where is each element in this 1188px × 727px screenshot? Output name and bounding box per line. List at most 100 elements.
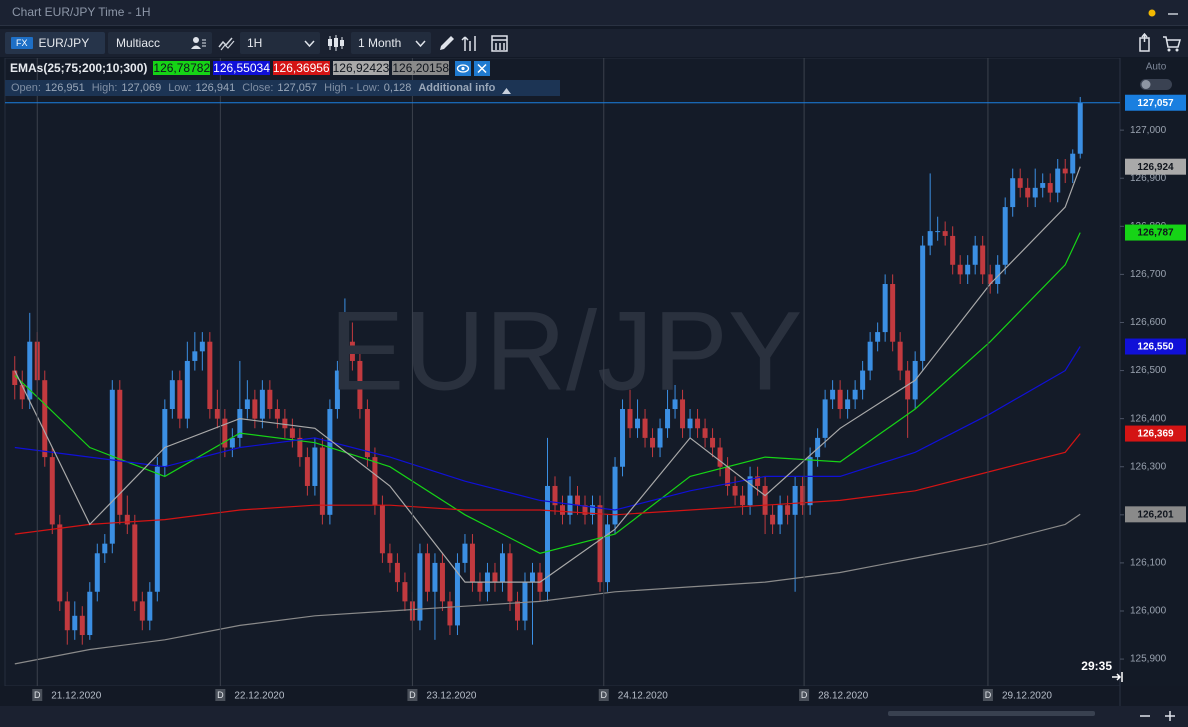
candle-body <box>154 466 160 592</box>
candle-body <box>319 447 325 515</box>
candle-body <box>792 485 798 515</box>
candle-body <box>680 399 686 429</box>
account-selector[interactable]: Multiacc <box>108 32 212 54</box>
candle-body <box>147 591 153 621</box>
candle-body <box>454 562 460 626</box>
candle-body <box>845 399 851 410</box>
info-item: Close: 127,057 <box>242 82 317 94</box>
y-tick-label: 126,600 <box>1130 317 1167 328</box>
candle-body <box>807 457 813 506</box>
additional-info[interactable]: Additional info <box>418 82 496 94</box>
info-item: High: 127,069 <box>92 82 161 94</box>
ema-price-tag: 126,924 <box>1137 162 1174 173</box>
candle-body <box>890 284 896 342</box>
candle-body <box>169 380 175 410</box>
candle-body <box>12 370 18 385</box>
candle-body <box>830 389 836 400</box>
auto-label: Auto <box>1146 62 1167 73</box>
candle-body <box>1002 207 1008 265</box>
candle-body <box>19 384 25 400</box>
ema-line <box>14 433 1081 535</box>
ema-line <box>14 232 1081 554</box>
interval-dropdown[interactable]: 1H <box>240 32 320 54</box>
day-marker-box <box>799 689 810 701</box>
candle-body <box>717 447 723 467</box>
scrollbar-thumb[interactable] <box>888 711 1095 716</box>
y-tick-label: 126,000 <box>1130 606 1167 617</box>
day-marker-box <box>982 689 993 701</box>
candle-body <box>710 437 716 448</box>
candle-body <box>815 437 821 458</box>
candle-body <box>1017 178 1023 188</box>
export-icons[interactable] <box>1136 33 1182 53</box>
day-marker: D <box>409 690 416 700</box>
ema-price-tag: 126,369 <box>1137 429 1174 440</box>
candle-body <box>72 615 78 631</box>
info-value: 126,941 <box>195 82 236 94</box>
candle-body <box>957 264 963 275</box>
scroll-end-icon[interactable] <box>1112 672 1123 682</box>
candle-body <box>965 264 971 275</box>
day-marker-box <box>215 689 226 701</box>
ema-price-tag-box <box>1125 425 1186 442</box>
candle-body <box>162 409 168 467</box>
candle-body <box>64 601 70 631</box>
candle-body <box>327 409 333 515</box>
ema-line <box>14 513 1081 665</box>
window-title: Chart EUR/JPY Time - 1H <box>12 5 151 19</box>
ema-value-badge: 126,78782 <box>153 61 211 75</box>
last-price-tag-box <box>1125 94 1186 111</box>
x-tick-label: 21.12.2020 <box>51 691 101 702</box>
day-marker: D <box>801 690 808 700</box>
candle-body <box>49 457 55 525</box>
candle-body <box>297 437 303 458</box>
candle-body <box>439 562 445 602</box>
day-marker: D <box>985 690 992 700</box>
candle-body <box>432 562 438 592</box>
y-tick-label: 126,900 <box>1130 173 1167 184</box>
drawing-tools[interactable] <box>437 33 511 53</box>
candle-body <box>27 341 33 400</box>
candle-body <box>650 437 656 448</box>
y-tick-label: 125,900 <box>1130 654 1167 665</box>
candle-body <box>657 428 663 448</box>
info-value: 127,069 <box>121 82 162 94</box>
candle-body <box>612 466 618 525</box>
ema-value-badge: 126,36956 <box>272 61 330 75</box>
candle-body <box>342 341 348 371</box>
range-dropdown[interactable]: 1 Month <box>351 32 431 54</box>
candle-body <box>695 418 701 429</box>
candle-body <box>942 231 948 236</box>
candle-body <box>770 514 776 525</box>
ema-price-tag: 126,550 <box>1137 342 1174 353</box>
symbol-selector[interactable]: FX EUR/JPY <box>5 32 105 54</box>
remove-indicator[interactable] <box>474 60 491 76</box>
candle-body <box>1025 187 1031 198</box>
toolbar: FX EUR/JPY Multiacc 1H 1 Month <box>0 29 1188 57</box>
candle-body <box>1040 183 1046 188</box>
symbol: EUR/JPY <box>38 36 90 50</box>
day-marker: D <box>601 690 608 700</box>
chart-type-icon[interactable] <box>326 34 346 52</box>
zoom-controls[interactable] <box>1140 711 1175 721</box>
candle-body <box>672 399 678 410</box>
range: 1 Month <box>358 36 402 50</box>
candle-body <box>950 235 956 265</box>
candle-body <box>492 572 498 583</box>
visibility-toggle[interactable] <box>455 60 472 76</box>
candle-body <box>702 428 708 438</box>
candle-body <box>980 245 986 275</box>
window-controls[interactable] <box>1140 4 1184 22</box>
compare-icon[interactable] <box>218 35 236 51</box>
candle-body <box>972 245 978 265</box>
candle-body <box>274 409 280 419</box>
title-bar: Chart EUR/JPY Time - 1H <box>0 0 1188 26</box>
candle-body <box>402 582 408 602</box>
x-tick-label: 23.12.2020 <box>426 691 476 702</box>
candle-body <box>927 231 933 246</box>
indicator-name: EMAs(25;75;200;10;300) <box>10 61 148 75</box>
countdown: 29:35 <box>1081 659 1112 673</box>
candle-body <box>229 437 235 448</box>
candle-body <box>1077 102 1083 154</box>
